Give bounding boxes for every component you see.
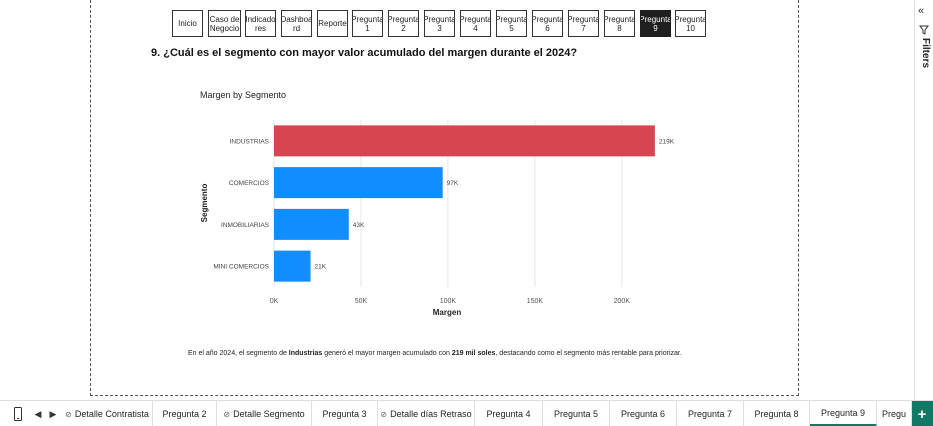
nav-button-13[interactable]: Pregunta 8: [604, 10, 635, 37]
page-tab-4[interactable]: Pregunta 3: [312, 401, 378, 426]
page-tab-5[interactable]: ⊘ Detalle días Retraso: [378, 401, 475, 426]
page-tab-1[interactable]: ⊘ Detalle Contratista: [62, 401, 153, 426]
page-tab-2[interactable]: Pregunta 2: [153, 401, 217, 426]
bar[interactable]: [274, 250, 311, 282]
x-axis-title: Margen: [433, 308, 462, 317]
page-tab-bar: ◀ ▶ + ⊘ Detalle Contratista Pregunta 2 ⊘ Det…: [0, 400, 933, 426]
data-label: 21K: [315, 264, 327, 271]
bar[interactable]: [274, 125, 655, 157]
page-tab-label: Pregunta 8: [754, 409, 799, 419]
nav-button-6[interactable]: Pregunta 1: [352, 10, 383, 37]
y-tick-label: INMOBILIARIAS: [221, 222, 270, 229]
y-tick-label: MINI COMERCIOS: [213, 264, 269, 271]
data-label: 97K: [447, 180, 459, 187]
bar[interactable]: [274, 208, 349, 240]
x-tick-label: 150K: [527, 298, 544, 305]
funnel-icon: [919, 25, 929, 37]
x-tick-label: 50K: [355, 298, 368, 305]
conclusion-part1: En el año 2024, el segmento de: [188, 350, 289, 357]
triangle-left-icon[interactable]: ◀: [34, 408, 42, 419]
nav-button-5[interactable]: Reporte: [317, 10, 348, 37]
nav-button-15[interactable]: Pregunta 10: [675, 10, 706, 37]
page-tab-label: Detalle días Retraso: [390, 409, 472, 419]
double-chevron-left-icon[interactable]: «: [918, 5, 925, 17]
x-tick-label: 100K: [440, 298, 457, 305]
page-tab-label: Pregunta 5: [553, 409, 599, 419]
page-tab-9[interactable]: Pregunta 7: [677, 401, 744, 426]
page-tab-label: Detalle Segmento: [233, 409, 305, 419]
question-title: 9. ¿Cuál es el segmento con mayor valor …: [151, 47, 578, 59]
page-tab-7[interactable]: Pregunta 5: [543, 401, 610, 426]
page-tab-11[interactable]: Pregunta 9: [810, 401, 877, 426]
hidden-eye-icon: ⊘: [65, 409, 72, 419]
page-tab-label: Pregunta 2: [162, 409, 207, 419]
nav-button-4[interactable]: Dashboa rd: [281, 10, 312, 37]
nav-button-7[interactable]: Pregunta 2: [388, 10, 419, 37]
nav-button-12[interactable]: Pregunta 7: [568, 10, 599, 37]
bar[interactable]: [274, 167, 443, 199]
hidden-eye-icon: ⊘: [380, 409, 388, 419]
page-tab-label: Pregunta 7: [687, 409, 733, 419]
y-axis-title: Segmento: [200, 184, 209, 223]
page-tab-6[interactable]: Pregunta 4: [475, 401, 543, 426]
nav-button-10[interactable]: Pregunta 5: [496, 10, 527, 37]
hidden-eye-icon: ⊘: [223, 409, 231, 419]
phone-icon[interactable]: [8, 401, 28, 426]
conclusion-text: En el año 2024, el segmento de Industria…: [188, 350, 748, 357]
page-tab-label: Pregu: [881, 409, 907, 419]
report-canvas: [90, 0, 799, 396]
conclusion-bold-segment: Industrias: [288, 350, 323, 357]
page-tab-10[interactable]: Pregunta 8: [744, 401, 810, 426]
nav-button-3[interactable]: Indicado res: [245, 10, 276, 37]
filters-label[interactable]: Filters: [920, 38, 931, 69]
filters-pane: « Filters: [914, 0, 933, 400]
page-tab-label: Pregunta 6: [620, 409, 666, 419]
nav-button-1[interactable]: Inicio: [172, 10, 203, 37]
y-tick-label: COMERCIOS: [229, 180, 270, 187]
nav-button-14[interactable]: Pregunta 9: [640, 10, 671, 37]
y-tick-label: INDUSTRIAS: [230, 138, 270, 145]
chart-title: Margen by Segmento: [200, 90, 287, 100]
nav-button-11[interactable]: Pregunta 6: [532, 10, 563, 37]
page-tab-12[interactable]: Pregu: [877, 401, 912, 426]
page-tab-3[interactable]: ⊘ Detalle Segmento: [217, 401, 312, 426]
x-tick-label: 0K: [270, 298, 279, 305]
data-label: 219K: [659, 138, 675, 145]
page-tab-label: Detalle Contratista: [74, 409, 149, 419]
triangle-right-icon[interactable]: ▶: [49, 408, 57, 419]
data-label: 43K: [353, 222, 365, 229]
plus-icon[interactable]: +: [911, 401, 933, 426]
x-tick-label: 200K: [614, 298, 631, 305]
conclusion-bold-amount: 219 mil soles: [451, 350, 496, 357]
nav-button-9[interactable]: Pregunta 4: [460, 10, 491, 37]
conclusion-part2: generó el mayor margen acumulado con: [322, 350, 452, 357]
nav-button-8[interactable]: Pregunta 3: [424, 10, 455, 37]
nav-button-2[interactable]: Caso de Negocio: [208, 10, 241, 37]
conclusion-part3: , destacando como el segmento más rentab…: [495, 350, 682, 357]
page-tab-label: Pregunta 3: [322, 409, 367, 419]
page-tab-label: Pregunta 4: [486, 409, 531, 419]
page-tab-label: Pregunta 9: [820, 407, 866, 418]
page-tab-8[interactable]: Pregunta 6: [610, 401, 677, 426]
